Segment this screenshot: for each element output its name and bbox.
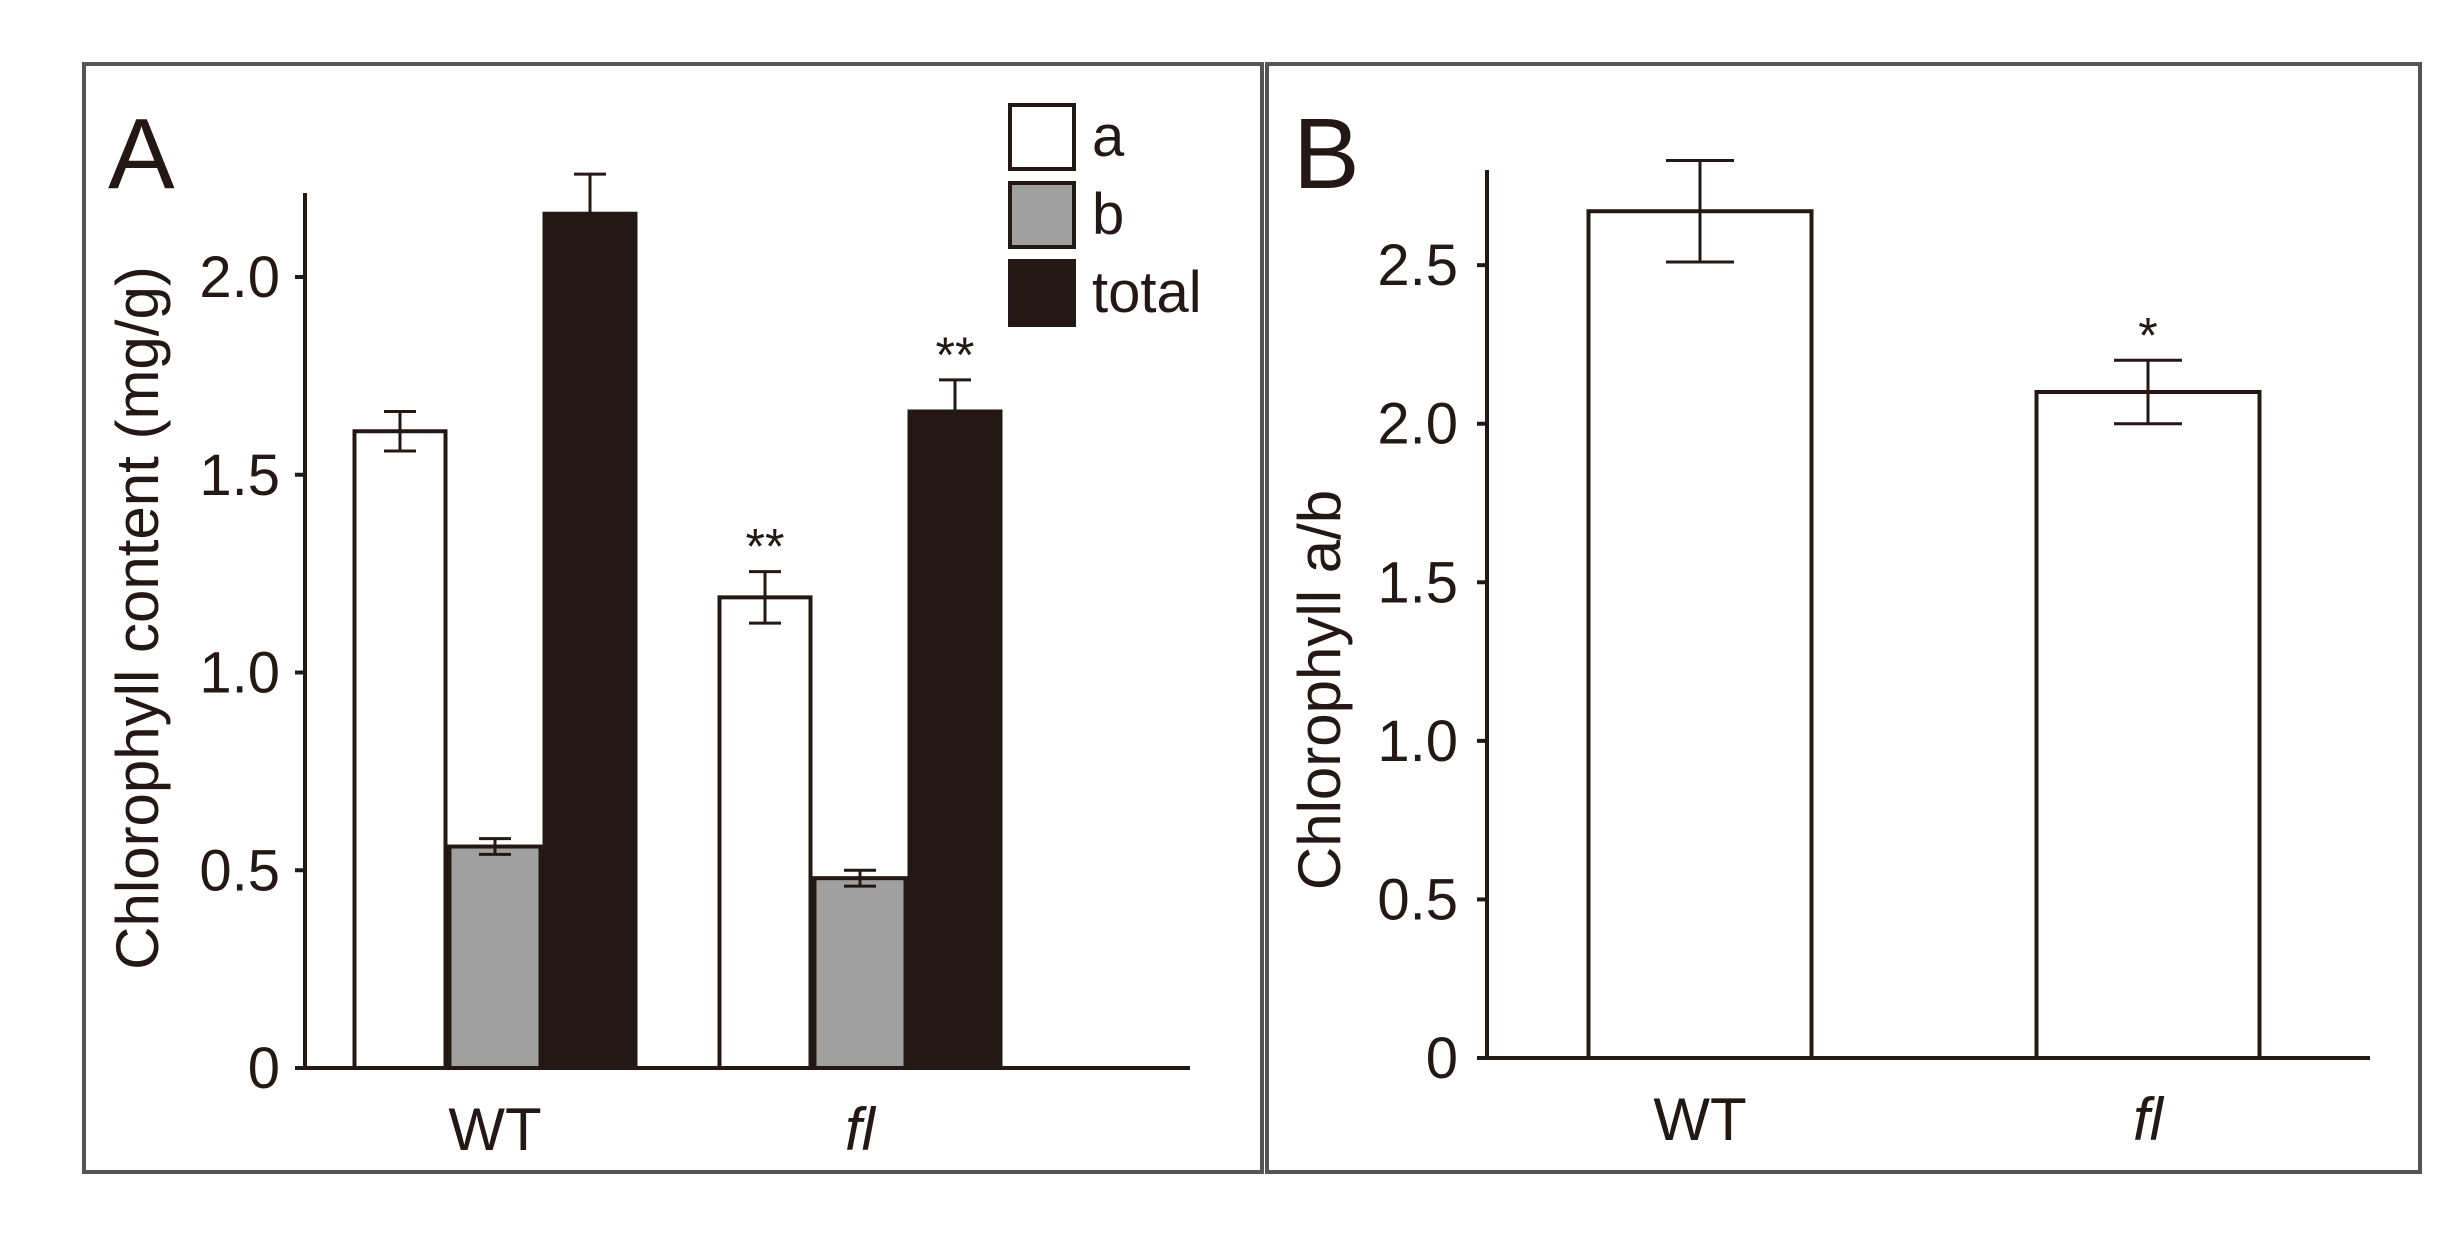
bar-a-WT <box>1586 209 1814 1060</box>
bar-b-WT <box>447 844 543 1070</box>
bar-a-WT <box>352 429 448 1070</box>
significance-total-fl: ** <box>936 327 975 383</box>
y-tick-label: 1.0 <box>199 641 280 706</box>
panel-b-label: B <box>1293 98 1360 210</box>
y-tick-label: 1.0 <box>1377 709 1458 774</box>
panel-a: A Chlorophyll content (mg/g) 0 0.5 1.0 1.5 2… <box>82 62 1264 1174</box>
panel-a-label: A <box>108 98 175 210</box>
panel-b: B Chlorophyll a/b 0 0.5 1.0 1.5 2.0 2.5 * WT f… <box>1265 62 2422 1174</box>
y-tick-label: 2.0 <box>1377 392 1458 457</box>
category-label-fl: fl <box>2133 1086 2165 1153</box>
legend-label-total: total <box>1092 260 1202 325</box>
bar-b-fl <box>812 876 908 1071</box>
panel-a-y-axis-title: Chlorophyll content (mg/g) <box>104 266 171 970</box>
category-label-WT: WT <box>1653 1086 1746 1153</box>
legend-label-b: b <box>1092 182 1124 247</box>
bar-total-WT <box>542 211 638 1070</box>
y-tick-label: 0 <box>248 1036 280 1101</box>
significance-a-fl: * <box>2138 307 2157 363</box>
category-label-WT: WT <box>448 1096 541 1163</box>
panel-a-bars: ** ** <box>352 172 1003 1071</box>
y-tick-label: 2.0 <box>199 245 280 310</box>
panel-b-y-axis-title: Chlorophyll a/b <box>1286 490 1353 890</box>
panel-a-category-labels: WT fl <box>448 1096 876 1163</box>
bar-a-fl <box>2034 390 2262 1060</box>
bar-total-fl <box>907 409 1003 1070</box>
y-tick-label: 0.5 <box>1377 867 1458 932</box>
panel-a-frame <box>82 62 1264 1174</box>
y-tick-label: 0.5 <box>199 838 280 903</box>
panel-b-category-labels: WT fl <box>1653 1086 2164 1153</box>
significance-a-fl: ** <box>746 519 785 575</box>
y-tick-label: 1.5 <box>1377 550 1458 615</box>
y-tick-label: 0 <box>1426 1026 1458 1091</box>
legend-swatch-b <box>1008 181 1076 249</box>
category-label-fl: fl <box>845 1096 877 1163</box>
y-tick-label: 2.5 <box>1377 233 1458 298</box>
panel-b-bars: * <box>1586 158 2262 1060</box>
panel-a-y-ticks: 0 0.5 1.0 1.5 2.0 <box>199 245 305 1101</box>
legend-swatch-a <box>1008 103 1076 171</box>
panel-b-y-ticks: 0 0.5 1.0 1.5 2.0 2.5 <box>1377 233 1487 1091</box>
y-tick-label: 1.5 <box>199 443 280 508</box>
panel-a-legend: ab total <box>1008 103 1202 327</box>
panel-b-frame <box>1265 62 2422 1174</box>
legend-label-a: a <box>1092 104 1125 169</box>
legend-swatch-total <box>1008 259 1076 327</box>
bar-a-fl <box>717 595 813 1070</box>
